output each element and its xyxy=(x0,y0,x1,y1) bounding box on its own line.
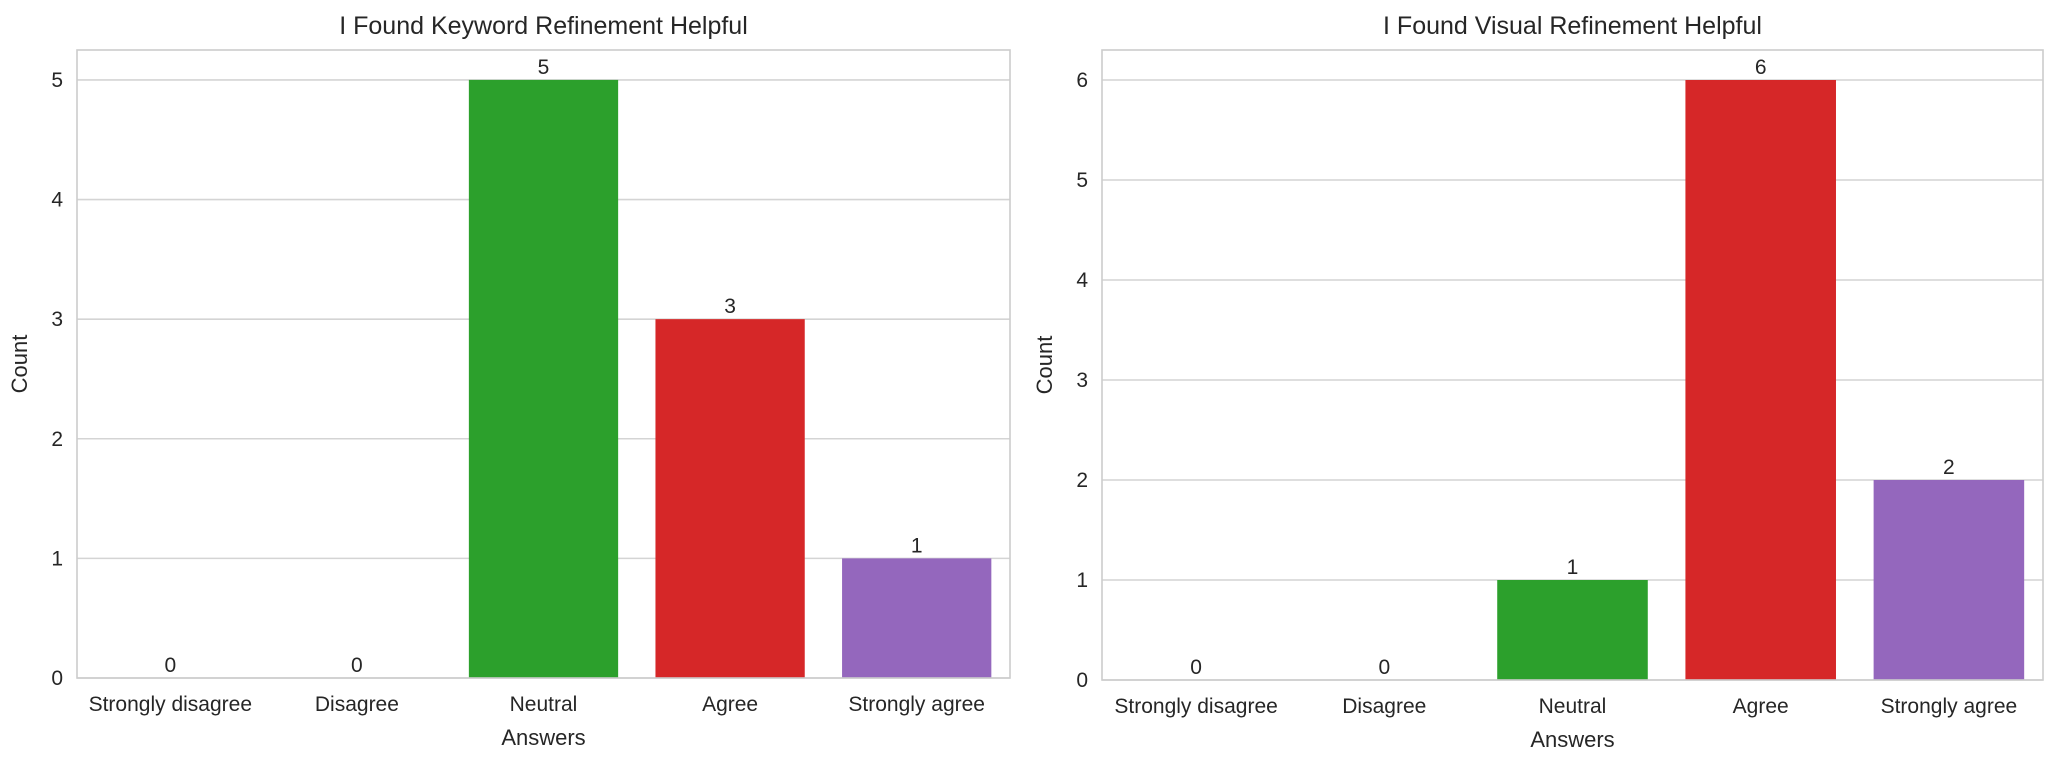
y-tick-label: 6 xyxy=(1076,69,1088,92)
x-tick-label: Strongly agree xyxy=(848,693,985,716)
plot-frame xyxy=(1101,49,2044,681)
bar xyxy=(1497,580,1648,680)
y-tick-label: 5 xyxy=(51,69,63,92)
y-tick-label: 2 xyxy=(51,428,63,451)
chart-title: I Found Keyword Refinement Helpful xyxy=(339,12,748,40)
data-label: 0 xyxy=(1378,656,1390,679)
x-tick-label: Strongly disagree xyxy=(1114,695,1277,718)
bar xyxy=(842,558,992,678)
y-tick-label: 3 xyxy=(1076,369,1088,392)
x-tick-label: Strongly disagree xyxy=(89,693,252,716)
x-tick-label: Disagree xyxy=(1342,695,1426,718)
y-axis-label: Count xyxy=(7,335,32,394)
y-tick-label: 0 xyxy=(1076,669,1088,692)
y-tick-label: 1 xyxy=(1076,569,1088,592)
x-tick-label: Agree xyxy=(1733,695,1789,718)
chart-title: I Found Visual Refinement Helpful xyxy=(1383,12,1762,40)
plot-frame xyxy=(76,49,1011,679)
y-tick-label: 4 xyxy=(51,189,63,212)
data-label: 3 xyxy=(724,295,736,318)
data-label: 0 xyxy=(351,654,363,677)
x-axis-label: Answers xyxy=(1530,727,1614,752)
bar xyxy=(468,79,619,678)
y-tick-label: 3 xyxy=(51,308,63,331)
x-tick-label: Disagree xyxy=(315,693,399,716)
bar xyxy=(1873,480,2025,680)
data-label: 0 xyxy=(164,654,176,677)
x-tick-label: Agree xyxy=(702,693,758,716)
data-label: 1 xyxy=(1567,556,1579,579)
data-label: 1 xyxy=(911,534,923,557)
bar xyxy=(1685,80,1836,680)
x-tick-label: Strongly agree xyxy=(1881,695,2018,718)
y-tick-label: 5 xyxy=(1076,169,1088,192)
y-tick-label: 1 xyxy=(51,547,63,570)
bar xyxy=(655,319,805,678)
y-tick-label: 0 xyxy=(51,667,63,690)
data-label: 6 xyxy=(1755,56,1767,79)
chart-visual-refinement: 0 0 1 6 2 0 1 2 3 4 5 6 Strongly disagree Disagree Neu… xyxy=(1032,12,2044,752)
chart-keyword-refinement: 0 0 5 3 1 0 1 2 3 4 5 Strongly disagree Disagree Neut… xyxy=(7,12,1011,750)
data-label: 2 xyxy=(1943,456,1955,479)
data-label: 0 xyxy=(1190,656,1202,679)
y-axis-label: Count xyxy=(1032,336,1057,395)
x-axis-label: Answers xyxy=(501,725,585,750)
x-tick-label: Neutral xyxy=(510,693,578,716)
y-tick-label: 2 xyxy=(1076,469,1088,492)
y-tick-label: 4 xyxy=(1076,269,1088,292)
x-tick-label: Neutral xyxy=(1539,695,1607,718)
data-label: 5 xyxy=(538,56,550,79)
